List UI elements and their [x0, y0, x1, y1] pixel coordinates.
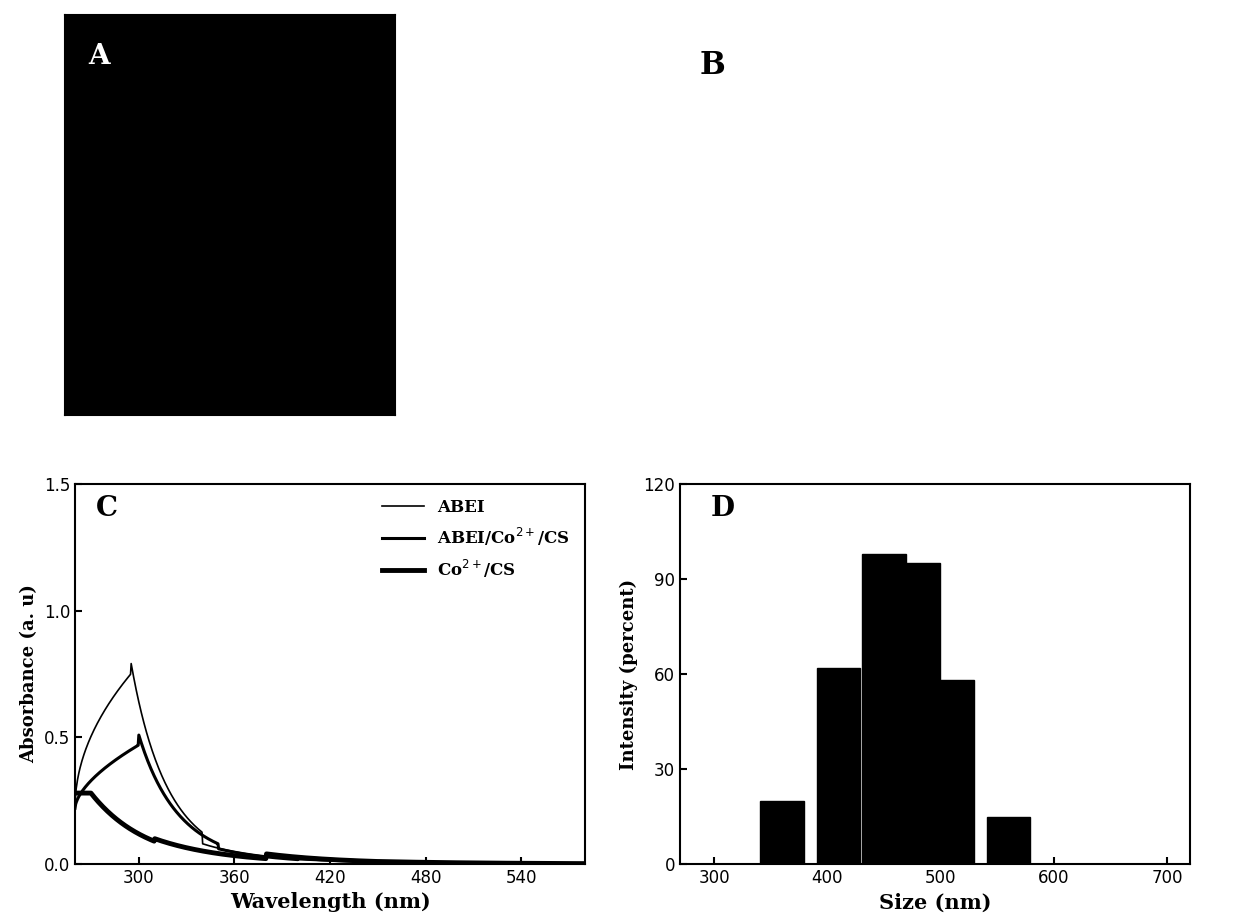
X-axis label: Wavelength (nm): Wavelength (nm) [229, 892, 430, 913]
Bar [930, 680, 973, 864]
Bar [897, 563, 940, 864]
Bar [863, 553, 905, 864]
Text: C: C [95, 495, 118, 522]
Bar [760, 800, 804, 864]
Text: B: B [701, 50, 725, 81]
Text: A: A [88, 43, 109, 70]
Legend: ABEI, ABEI/Co$^{2+}$/CS, Co$^{2+}$/CS: ABEI, ABEI/Co$^{2+}$/CS, Co$^{2+}$/CS [376, 493, 577, 587]
Bar [817, 668, 861, 864]
Y-axis label: Absorbance (a. u): Absorbance (a. u) [20, 584, 38, 764]
Y-axis label: Intensity (percent): Intensity (percent) [620, 578, 637, 769]
X-axis label: Size (nm): Size (nm) [879, 892, 991, 913]
Text: D: D [711, 495, 734, 522]
Bar [987, 816, 1030, 864]
